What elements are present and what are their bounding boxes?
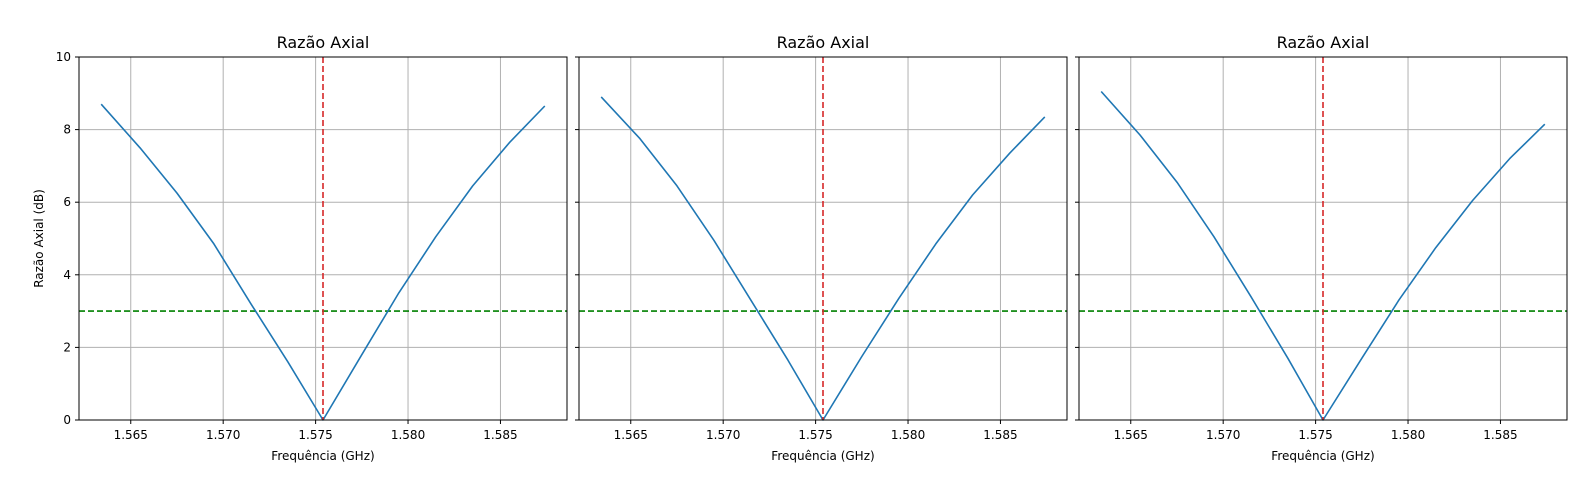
x-tick-label: 1.575 (798, 428, 832, 442)
y-tick-label: 4 (63, 268, 71, 282)
chart-panel-2: 1.565 1.570 1.575 1.580 1.585 Razão Axial Freq… (575, 33, 1068, 463)
x-tick-label: 1.570 (1206, 428, 1240, 442)
plot-frame (78, 56, 568, 421)
x-tick-label: 1.570 (706, 428, 740, 442)
x-tick-label: 1.570 (206, 428, 240, 442)
x-tick-label: 1.565 (114, 428, 148, 442)
chart-title: Razão Axial (777, 33, 870, 52)
x-tick-label: 1.565 (1114, 428, 1148, 442)
chart-panel-3: 1.565 1.570 1.575 1.580 1.585 Razão Axial Freq… (1075, 33, 1568, 463)
y-tick-label: 0 (63, 413, 71, 427)
x-tick-label: 1.585 (483, 428, 517, 442)
x-axis-label: Frequência (GHz) (1271, 449, 1374, 463)
plot-frame (578, 56, 1068, 421)
x-tick-label: 1.580 (891, 428, 925, 442)
x-tick-label: 1.575 (1298, 428, 1332, 442)
y-tick-label: 10 (56, 50, 71, 64)
x-tick-label: 1.580 (1391, 428, 1425, 442)
x-tick-label: 1.575 (298, 428, 332, 442)
x-tick-label: 1.580 (391, 428, 425, 442)
y-axis-label: Razão Axial (dB) (32, 189, 46, 288)
y-tick-label: 2 (63, 340, 71, 354)
y-tick-label: 8 (63, 123, 71, 137)
x-tick-label: 1.585 (1483, 428, 1517, 442)
x-tick-label: 1.565 (614, 428, 648, 442)
chart-panel-1: 1.565 1.570 1.575 1.580 1.585 0 2 4 6 8 10 Razão Ax… (32, 33, 568, 463)
x-axis-label: Frequência (GHz) (271, 449, 374, 463)
chart-title: Razão Axial (277, 33, 370, 52)
chart-title: Razão Axial (1277, 33, 1370, 52)
x-tick-label: 1.585 (983, 428, 1017, 442)
y-tick-label: 6 (63, 195, 71, 209)
plot-frame (1078, 56, 1568, 421)
x-axis-label: Frequência (GHz) (771, 449, 874, 463)
